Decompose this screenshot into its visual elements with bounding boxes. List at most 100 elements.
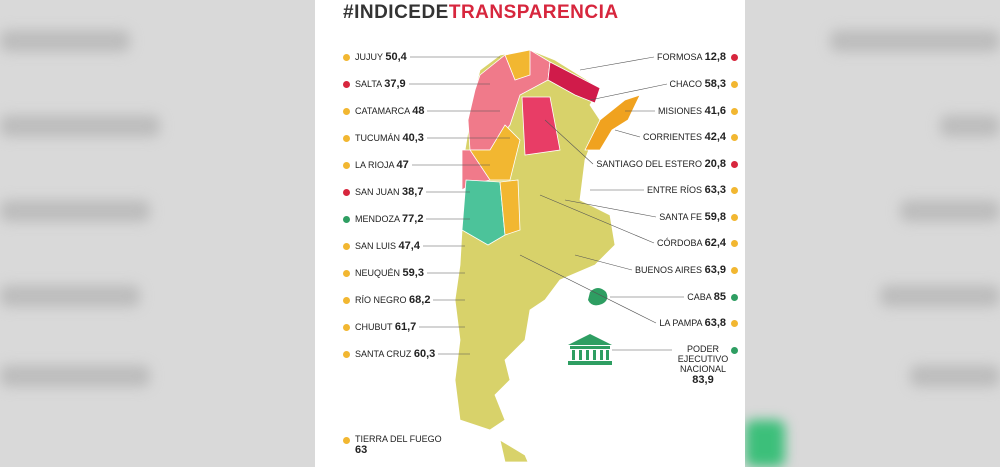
province-label: CÓRDOBA 62,4 (657, 237, 726, 249)
province-label: CORRIENTES 42,4 (643, 131, 726, 143)
bg-blur (0, 365, 150, 387)
province-score: 83,9 (692, 374, 714, 386)
province-label: SANTA CRUZ 60,3 (355, 348, 435, 360)
map-region (547, 61, 601, 104)
province-label: ENTRE RÍOS 63,3 (647, 184, 726, 196)
province-name: SAN JUAN (355, 187, 400, 197)
bg-blur (745, 420, 785, 467)
status-dot (343, 215, 350, 223)
leader-line (564, 199, 657, 218)
bg-blur (830, 30, 1000, 52)
status-dot (343, 134, 350, 142)
province-score: 41,6 (704, 105, 726, 117)
province-score: 40,3 (402, 132, 424, 144)
map-region (461, 179, 506, 246)
province-score: 62,4 (704, 237, 726, 249)
province-name: TIERRA DEL FUEGO (355, 434, 442, 444)
province-score: 42,4 (704, 131, 726, 143)
status-dot (343, 350, 350, 358)
province-label: CATAMARCA 48 (355, 105, 424, 117)
province-name: MENDOZA (355, 214, 400, 224)
province-label: SAN LUIS 47,4 (355, 240, 420, 252)
province-label: LA PAMPA 63,8 (659, 317, 726, 329)
bg-blur (900, 200, 1000, 222)
status-dot (343, 161, 350, 169)
province-label: CABA 85 (687, 291, 726, 303)
status-dot (343, 80, 350, 88)
province-name: CATAMARCA (355, 106, 410, 116)
building-icon (568, 334, 612, 365)
province-label: BUENOS AIRES 63,9 (635, 264, 726, 276)
province-label: CHACO 58,3 (670, 78, 726, 90)
province-score: 60,3 (413, 348, 436, 360)
province-name: FORMOSA (657, 52, 703, 62)
province-label: CHUBUT 61,7 (355, 321, 416, 333)
map-region (584, 94, 641, 151)
province-name: CÓRDOBA (657, 238, 703, 248)
province-label: MENDOZA 77,2 (355, 213, 423, 225)
leader-line (589, 83, 668, 101)
bg-blur (910, 365, 1000, 387)
province-name: CORRIENTES (643, 132, 703, 142)
bg-blur (0, 200, 150, 222)
province-name: ENTRE RÍOS (647, 185, 703, 195)
province-name: CHACO (669, 79, 703, 89)
status-dot (731, 107, 738, 115)
status-dot (343, 269, 350, 277)
map-tdf (499, 439, 529, 463)
leader-line (614, 129, 641, 138)
province-label: JUJUY 50,4 (355, 51, 407, 63)
province-label: RÍO NEGRO 68,2 (355, 294, 430, 306)
bg-blur (0, 30, 130, 52)
bg-blur (880, 285, 1000, 307)
status-dot (343, 53, 350, 61)
leader-line (579, 56, 655, 71)
province-name: TUCUMÁN (355, 133, 400, 143)
province-name: CABA (687, 292, 712, 302)
status-dot (731, 160, 738, 168)
caba-blob (588, 288, 608, 306)
status-dot (731, 266, 738, 274)
province-name: NEUQUÉN (355, 268, 401, 278)
leader-line (574, 254, 633, 271)
province-name: SANTIAGO DEL ESTERO (596, 159, 703, 169)
province-score: 85 (713, 291, 726, 303)
province-score: 37,9 (384, 78, 406, 90)
province-name: LA PAMPA (659, 318, 703, 328)
status-dot (343, 107, 350, 115)
leader-line (519, 254, 657, 324)
province-label: FORMOSA 12,8 (657, 51, 726, 63)
province-label: TUCUMÁN 40,3 (355, 132, 424, 144)
province-score: 68,2 (409, 294, 431, 306)
leader-line (539, 194, 655, 244)
map-region (504, 49, 531, 81)
province-label: SANTA FE 59,8 (659, 211, 726, 223)
province-score: 59,3 (402, 267, 424, 279)
province-label: SAN JUAN 38,7 (355, 186, 423, 198)
province-label: SANTIAGO DEL ESTERO 20,8 (596, 158, 726, 170)
province-name: JUJUY (355, 52, 383, 62)
status-dot (731, 319, 738, 327)
province-label: PODER EJECUTIVO NACIONAL 83,9 (674, 344, 732, 386)
province-score: 12,8 (704, 51, 726, 63)
province-score: 38,7 (402, 186, 424, 198)
status-dot (731, 80, 738, 88)
province-score: 50,4 (385, 51, 407, 63)
province-score: 20,8 (704, 158, 726, 170)
province-label: NEUQUÉN 59,3 (355, 267, 424, 279)
province-score: 48 (412, 105, 425, 117)
province-name: SANTA CRUZ (355, 349, 412, 359)
province-score: 63,9 (704, 264, 726, 276)
status-dot (731, 293, 738, 301)
status-dot (731, 53, 738, 61)
bg-blur (940, 115, 1000, 137)
title-a: #INDICEDE (343, 2, 449, 23)
province-name: BUENOS AIRES (635, 265, 703, 275)
bg-blur (0, 285, 140, 307)
province-score: 59,8 (704, 211, 726, 223)
province-name: PODER EJECUTIVO NACIONAL (677, 344, 729, 374)
status-dot (731, 346, 738, 354)
province-score: 77,2 (402, 213, 424, 225)
